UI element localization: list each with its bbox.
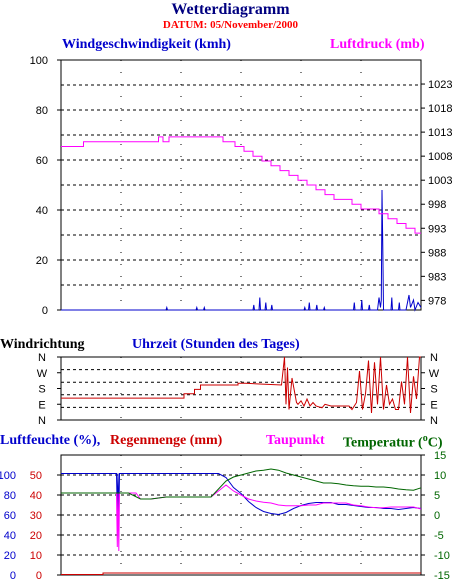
temperature-axis-label: Temperatur (oC) <box>343 433 443 452</box>
humidity-axis-label: Luftfeuchte (%), <box>0 433 101 448</box>
temperature-tick: 15 <box>434 450 446 462</box>
temperature-tick: -10 <box>434 550 450 562</box>
pressure-tick: 1023 <box>428 79 452 91</box>
pressure-tick: 993 <box>428 223 446 235</box>
temperature-tick: 10 <box>434 470 446 482</box>
wind-speed-tick: 0 <box>42 305 48 317</box>
pressure-tick: 998 <box>428 199 446 211</box>
temperature-tick: 5 <box>434 490 440 502</box>
humidity-tick: 60 <box>4 510 16 522</box>
temperature-label-text: Temperatur ( <box>343 435 423 451</box>
humidity-tick: 80 <box>4 490 16 502</box>
wind-speed-tick: 40 <box>36 205 48 217</box>
pressure-tick: 988 <box>428 247 446 259</box>
wind-direction-tick-left: N <box>38 352 46 364</box>
temperature-tick: -5 <box>434 530 444 542</box>
wind-speed-axis-label: Windgeschwindigkeit (kmh) <box>62 37 231 52</box>
rain-tick: 40 <box>30 490 42 502</box>
wind-direction-tick-left: S <box>38 384 45 396</box>
wind-direction-tick-right: N <box>430 415 438 427</box>
humidity-tick: 20 <box>4 550 16 562</box>
wind-speed-tick: 100 <box>30 55 48 67</box>
wind-direction-tick-right: E <box>430 399 437 411</box>
degree-symbol: o <box>422 433 428 444</box>
rain-tick: 0 <box>36 570 42 582</box>
chart-title: Wetterdiagramm <box>171 1 290 18</box>
pressure-tick: 983 <box>428 271 446 283</box>
wind-speed-tick: 80 <box>36 105 48 117</box>
wind-direction-tick-left: N <box>38 415 46 427</box>
humidity-tick: 40 <box>4 530 16 542</box>
middle-panel-frame <box>60 356 422 421</box>
pressure-tick: 1003 <box>428 175 452 187</box>
wind-direction-tick-left: W <box>37 368 48 380</box>
pressure-tick: 1018 <box>428 103 452 115</box>
wind-speed-tick: 20 <box>36 255 48 267</box>
date-label: DATUM: 05/November/2000 <box>162 19 299 31</box>
wind-direction-axis-label: Windrichtung <box>0 337 85 352</box>
dewpoint-axis-label: Taupunkt <box>266 433 325 448</box>
temperature-tick: -15 <box>434 570 450 582</box>
pressure-tick: 978 <box>428 295 446 307</box>
temperature-label-unit: C) <box>427 435 443 451</box>
wind-direction-tick-right: W <box>429 368 440 380</box>
temperature-line <box>61 468 422 500</box>
time-axis-label: Uhrzeit (Stunden des Tages) <box>132 337 300 352</box>
dewpoint-line <box>61 484 422 552</box>
humidity-tick: 0 <box>10 570 16 582</box>
rain-tick: 30 <box>30 510 42 522</box>
pressure-line <box>61 136 421 234</box>
pressure-tick: 1008 <box>428 151 452 163</box>
rain-tick: 50 <box>30 470 42 482</box>
wind-direction-line <box>61 356 421 414</box>
temperature-tick: 0 <box>434 510 440 522</box>
rain-line <box>61 572 421 575</box>
wind-direction-tick-right: N <box>430 352 438 364</box>
wind-direction-tick-right: S <box>430 384 437 396</box>
rain-tick: 20 <box>30 530 42 542</box>
wind-speed-tick: 60 <box>36 155 48 167</box>
pressure-axis-label: Luftdruck (mb) <box>330 37 425 52</box>
rain-axis-label: Regenmenge (mm) <box>110 433 223 448</box>
wind-speed-line <box>61 189 422 312</box>
humidity-tick: 100 <box>0 470 16 482</box>
rain-tick: 10 <box>30 550 42 562</box>
wind-direction-tick-left: E <box>38 399 45 411</box>
pressure-tick: 1013 <box>428 127 452 139</box>
